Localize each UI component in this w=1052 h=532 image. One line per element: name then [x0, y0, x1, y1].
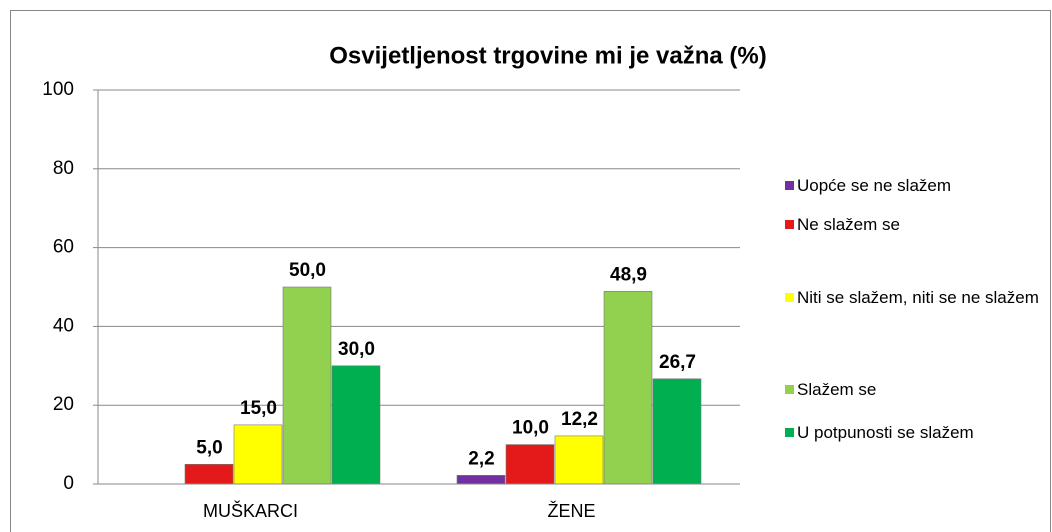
legend-entry: Slažem se [785, 379, 1047, 400]
bar [652, 378, 702, 485]
legend-swatch [785, 428, 794, 437]
bar [282, 286, 332, 485]
legend-entry: Uopće se ne slažem [785, 175, 1047, 196]
bar [554, 435, 604, 485]
x-tick-label: ŽENE [547, 501, 595, 521]
legend-entry: Ne slažem se [785, 214, 1047, 235]
legend-swatch [785, 293, 794, 302]
bar [184, 463, 234, 485]
legend-label: Niti se slažem, niti se ne slažem [797, 288, 1039, 307]
data-label: 2,2 [468, 448, 494, 469]
data-label: 15,0 [240, 398, 277, 419]
chart-title: Osvijetljenost trgovine mi je važna (%) [329, 42, 766, 69]
data-label: 26,7 [659, 352, 696, 373]
data-label: 12,2 [561, 409, 598, 430]
legend-entry: Niti se slažem, niti se ne slažem [785, 287, 1047, 308]
legend-swatch [785, 385, 794, 394]
legend-label: Ne slažem se [797, 215, 900, 234]
bar [456, 475, 506, 485]
y-tick-label: 100 [42, 79, 74, 100]
y-tick-label: 0 [63, 473, 74, 494]
bar [603, 291, 653, 485]
y-tick-label: 20 [53, 394, 74, 415]
data-label: 50,0 [289, 260, 326, 281]
data-label: 48,9 [610, 264, 647, 285]
legend-swatch [785, 220, 794, 229]
bar [233, 424, 283, 485]
legend-label: U potpunosti se slažem [797, 423, 974, 442]
y-tick-label: 80 [53, 158, 74, 179]
data-label: 5,0 [196, 437, 222, 458]
legend-entry: U potpunosti se slažem [785, 422, 1047, 443]
x-tick-label: MUŠKARCI [203, 500, 298, 521]
legend-label: Uopće se ne slažem [797, 176, 952, 195]
legend-label: Slažem se [797, 380, 877, 399]
data-label: 30,0 [338, 339, 375, 360]
bar [505, 444, 555, 485]
y-tick-label: 60 [53, 237, 74, 258]
bar [331, 365, 381, 485]
legend-swatch [785, 181, 794, 190]
y-tick-label: 40 [53, 315, 74, 336]
data-label: 10,0 [512, 418, 549, 439]
